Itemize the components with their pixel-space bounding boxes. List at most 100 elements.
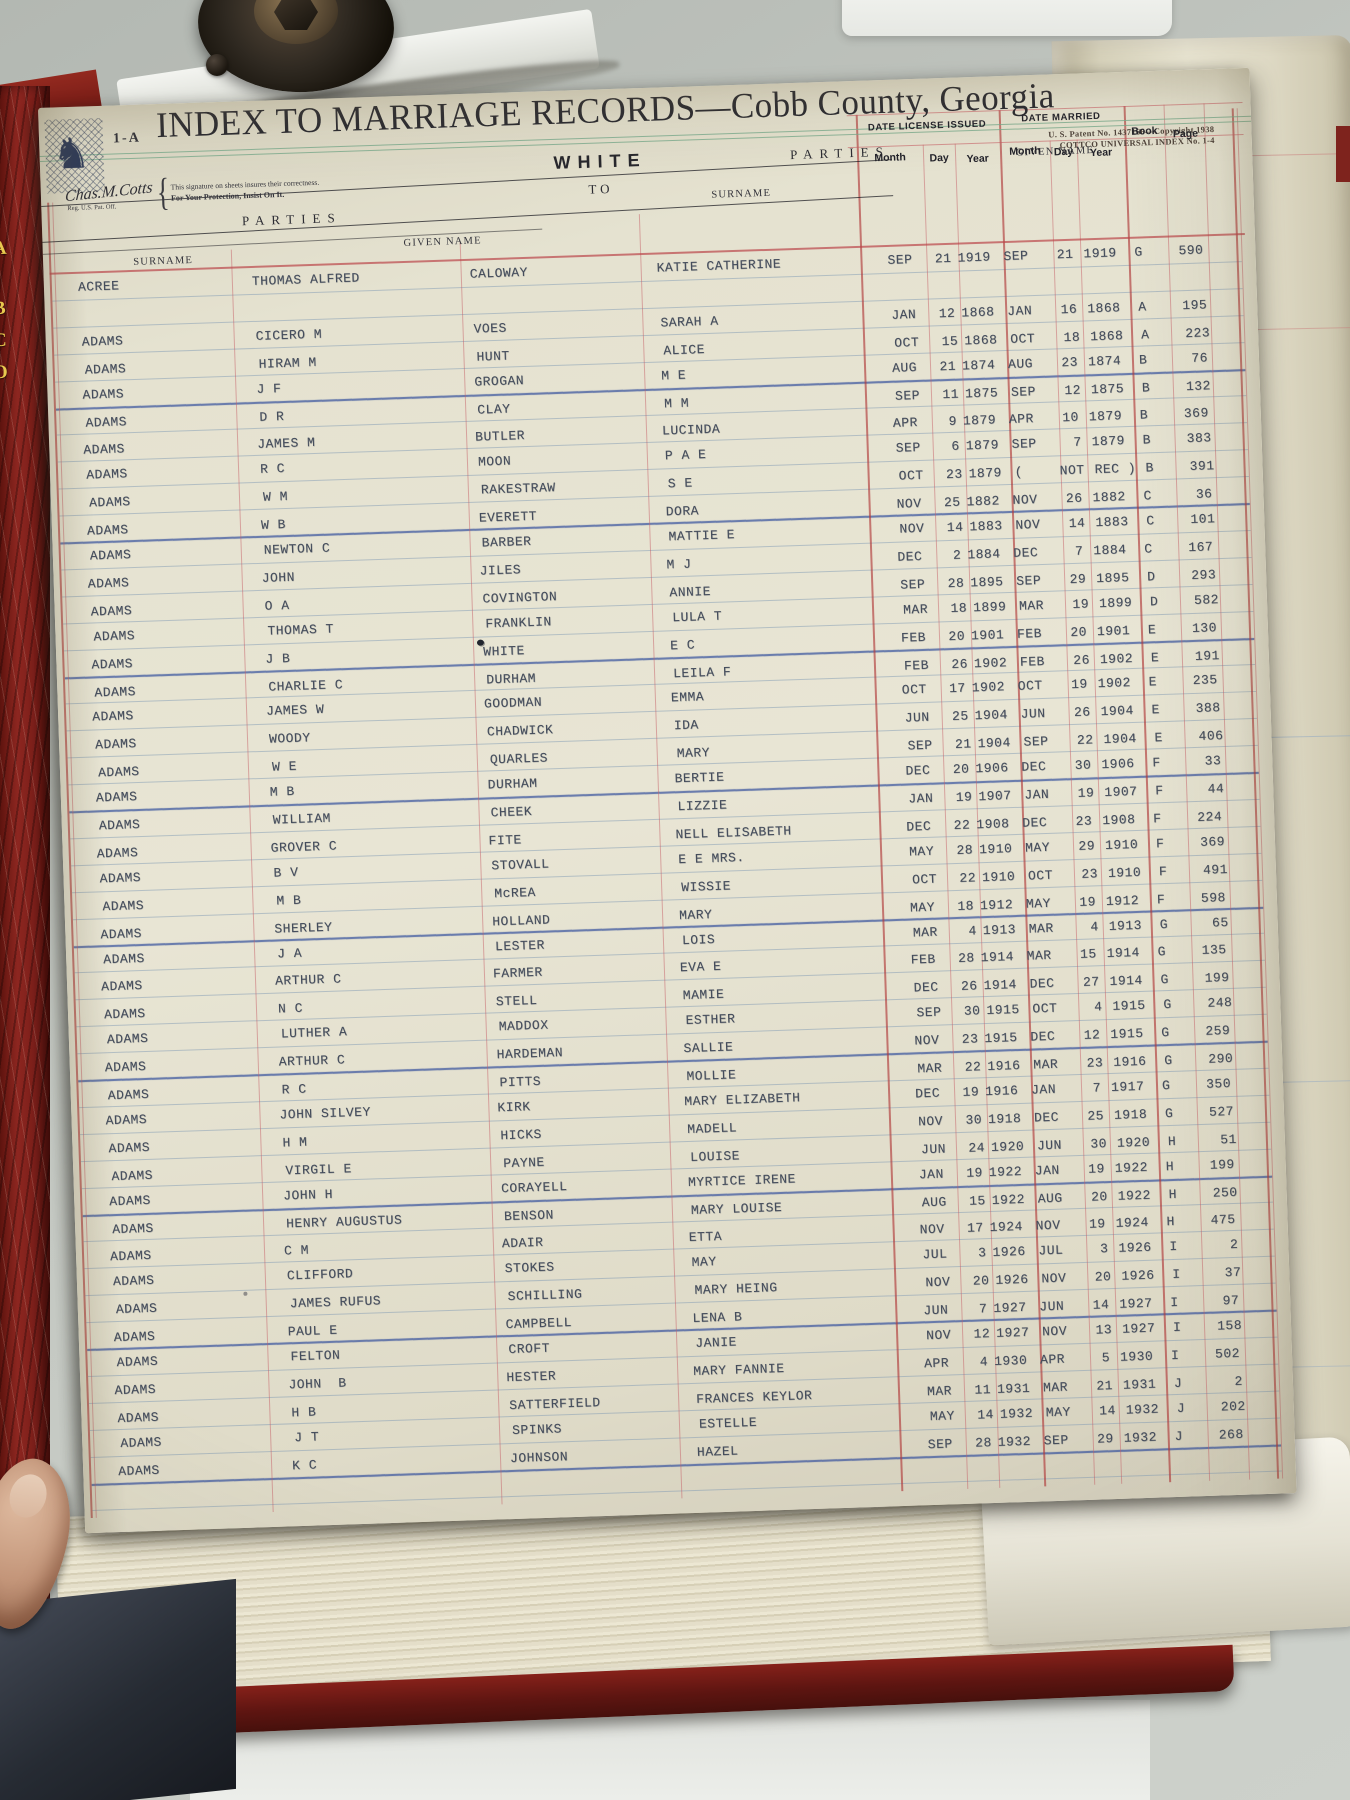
cell-page: 582 [1193, 591, 1220, 608]
cell-page: 369 [1183, 405, 1210, 422]
cell-surname-2: McREA [494, 884, 537, 901]
cell-given-2: DORA [665, 503, 700, 520]
cell-surname-2: JOHNSON [509, 1448, 569, 1466]
cell-mar-year: 1906 [1101, 756, 1135, 773]
cell-surname-2: STELL [495, 993, 538, 1010]
cell-mar-month: APR [1039, 1351, 1066, 1368]
cell-given-1: JOHN [261, 569, 296, 586]
cell-lic-month: MAR [917, 1060, 943, 1077]
cell-mar-day: 19 [1088, 1216, 1106, 1233]
cell-page: 36 [1195, 486, 1213, 502]
cell-page: 259 [1205, 1023, 1231, 1039]
cell-surname-1: ADAMS [108, 1139, 151, 1157]
cell-given-1: JAMES M [257, 435, 316, 453]
cell-surname-1: ADAMS [111, 1220, 154, 1237]
cell-given-1: PAUL E [287, 1322, 338, 1340]
cell-given-2: LENA B [692, 1309, 743, 1327]
cell-surname-2: GOODMAN [483, 695, 543, 712]
cell-lic-year: 1922 [988, 1163, 1023, 1180]
cell-surname-2: SATTERFIELD [509, 1394, 601, 1413]
cell-surname-1: ADAMS [103, 1006, 146, 1023]
cell-lic-day: 12 [973, 1326, 991, 1342]
cell-lic-year: 1908 [976, 816, 1010, 833]
cell-book: H [1166, 1214, 1176, 1230]
cell-lic-year: 1882 [966, 493, 1001, 510]
cell-given-2: EVA E [679, 959, 722, 976]
cell-surname-2: CHEEK [490, 804, 533, 821]
cell-lic-month: DEC [914, 1085, 941, 1102]
cell-lic-day: 14 [976, 1406, 995, 1423]
cell-mar-day: 29 [1078, 838, 1096, 854]
cell-page: 250 [1212, 1184, 1238, 1201]
cell-mar-month: NOV [1035, 1218, 1061, 1234]
lic-day-label: Day [929, 151, 949, 165]
cell-given-1: JAMES RUFUS [289, 1293, 382, 1312]
cell-lic-day: 28 [956, 842, 974, 858]
cell-given-1: LUTHER A [280, 1024, 348, 1042]
cell-lic-year: 1913 [982, 921, 1017, 938]
cell-lic-day: 2 [952, 547, 962, 563]
cell-lic-day: 24 [968, 1139, 986, 1156]
cell-book: E [1154, 730, 1164, 746]
cell-mar-year: 1879 [1091, 433, 1126, 450]
cell-surname-1: ADAMS [120, 1434, 163, 1451]
cell-mar-month: OCT [1032, 1000, 1058, 1017]
spine-letter: A [0, 237, 8, 260]
mar-year-label: Year [1089, 146, 1113, 160]
cell-surname-1: ADAMS [83, 441, 126, 459]
cell-book: H [1165, 1158, 1175, 1174]
ledger-page: ♞ 1-A INDEX TO MARRIAGE RECORDS—Cobb Cou… [38, 67, 1297, 1534]
cell-lic-month: SEP [895, 440, 921, 457]
cell-given-1: J T [293, 1429, 320, 1445]
cell-page: 590 [1178, 242, 1204, 259]
cell-lic-month: MAY [929, 1408, 956, 1424]
cell-mar-year: 1917 [1110, 1078, 1145, 1095]
cell-mar-day: 29 [1096, 1430, 1114, 1447]
cell-surname-1: ADAMS [105, 1111, 148, 1129]
cell-lic-year: 1901 [970, 626, 1005, 643]
cell-surname-2: CLAY [476, 401, 511, 418]
cell-lic-month: JUN [904, 710, 930, 726]
cell-page: 199 [1204, 970, 1230, 987]
cell-given-2: M J [666, 556, 692, 573]
cell-lic-year: 1912 [979, 896, 1014, 913]
mar-day-label: Day [1053, 145, 1074, 159]
cell-lic-year: 1904 [977, 735, 1012, 752]
cell-lic-month: SEP [916, 1004, 942, 1021]
cell-book: H [1168, 1186, 1178, 1202]
cell-given-1: D R [259, 408, 285, 425]
cell-mar-year: 1882 [1092, 489, 1126, 506]
cell-lic-day: 30 [965, 1112, 983, 1128]
cell-mar-month: AUG [1037, 1190, 1063, 1206]
cell-surname-2: STOKES [504, 1259, 555, 1277]
cell-surname-2: CALOWAY [469, 264, 529, 282]
cell-lic-year: 1875 [964, 384, 999, 401]
cell-mar-month: APR [1008, 411, 1035, 428]
cell-surname-1: ADAMS [93, 627, 136, 645]
records-layer: ACREE THOMAS ALFRED CALOWAY KATIE CATHERINE… [38, 68, 1297, 1533]
cell-lic-month: SEP [907, 737, 933, 754]
cell-mar-year: 1916 [1112, 1053, 1147, 1070]
cell-mar-day: 3 [1099, 1241, 1109, 1257]
cell-mar-day: 22 [1076, 732, 1094, 749]
cell-mar-month: JUN [1039, 1298, 1065, 1315]
cell-lic-day: 4 [979, 1354, 989, 1370]
cell-lic-month: APR [892, 415, 919, 432]
cell-mar-day: 20 [1070, 624, 1088, 640]
cell-page: 101 [1190, 511, 1216, 528]
cell-given-1: NEWTON C [263, 540, 331, 558]
cell-book: F [1158, 863, 1168, 879]
cell-lic-month: SEP [900, 576, 926, 593]
cell-mar-day: 25 [1087, 1108, 1105, 1124]
cell-mar-month: AUG [1007, 355, 1034, 372]
cell-given-2: LUCINDA [661, 421, 721, 439]
cell-surname-1: ADAMS [84, 360, 127, 378]
cell-mar-year: 1922 [1114, 1159, 1149, 1176]
cell-lic-day: 17 [948, 680, 967, 697]
cell-page: 135 [1201, 942, 1227, 959]
cell-mar-month: DEC [1030, 1028, 1056, 1045]
cell-surname-1: ADAMS [85, 466, 128, 483]
cell-mar-year: 1914 [1109, 973, 1144, 990]
cell-mar-month: JAN [1030, 1081, 1057, 1098]
cell-page: 491 [1202, 861, 1229, 878]
